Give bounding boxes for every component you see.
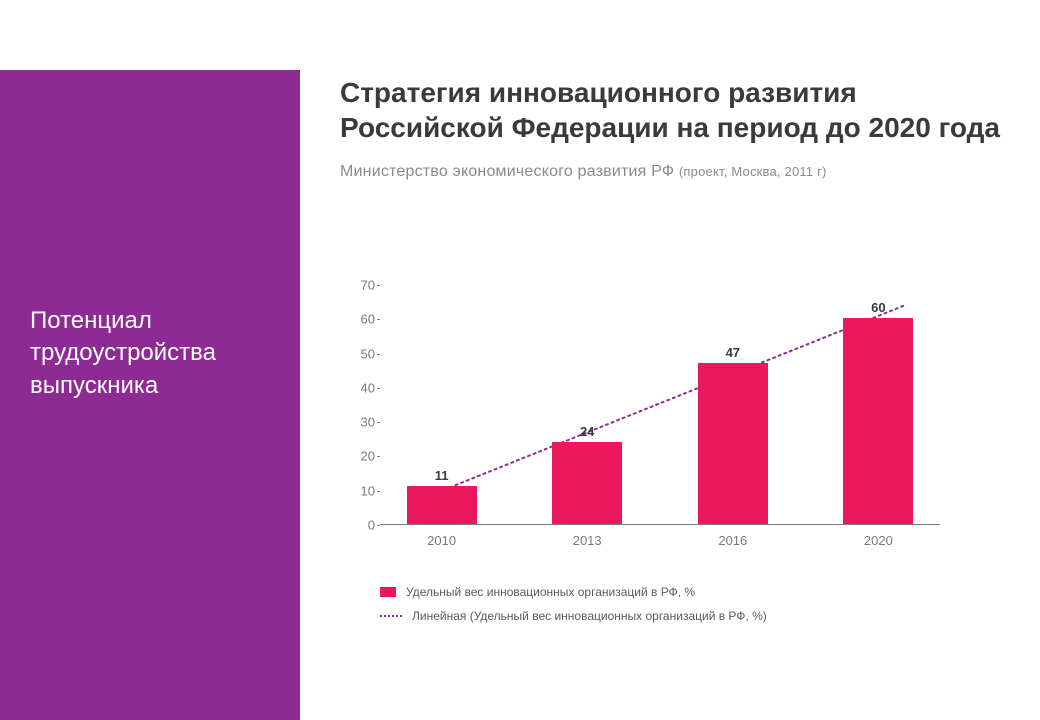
plot-area: 01020304050607011244760 [380,285,940,525]
bar-value-label: 47 [698,345,768,360]
x-tick-label: 2020 [864,533,893,548]
x-tick-label: 2013 [573,533,602,548]
y-tick-label: 40 [350,380,375,395]
chart-bar: 60 [843,318,913,524]
subtitle-note: (проект, Москва, 2011 г) [679,164,827,179]
y-tick-mark [377,319,380,320]
y-tick-mark [377,354,380,355]
chart-legend: Удельный вес инновационных организаций в… [380,585,767,633]
sidebar-heading: Потенциал трудоустройства выпускника [30,305,270,402]
y-tick-mark [377,422,380,423]
legend-series-label: Удельный вес инновационных организаций в… [406,585,695,599]
subtitle-main: Министерство экономического развития РФ [340,163,679,180]
legend-item-trend: Линейная (Удельный вес инновационных орг… [380,609,767,623]
chart-bar: 24 [552,442,622,524]
sidebar-panel: Потенциал трудоустройства выпускника [0,70,300,720]
x-tick-label: 2010 [427,533,456,548]
y-tick-label: 70 [350,278,375,293]
y-tick-label: 50 [350,346,375,361]
x-tick-label: 2016 [718,533,747,548]
y-tick-label: 0 [350,518,375,533]
y-tick-mark [377,456,380,457]
y-tick-mark [377,525,380,526]
legend-item-series: Удельный вес инновационных организаций в… [380,585,767,599]
main-content: Стратегия инновационного развития Россий… [340,75,1000,181]
legend-swatch-icon [380,587,396,597]
page-subtitle: Министерство экономического развития РФ … [340,163,1000,181]
y-tick-label: 30 [350,415,375,430]
legend-line-icon [380,615,402,617]
chart-bar: 11 [407,486,477,524]
bar-chart: 0 10 20 30 40 50 60 70 11 24 47 60 2010 2013 2016 2020 [340,275,970,585]
legend-trend-label: Линейная (Удельный вес инновационных орг… [412,609,767,623]
y-tick-mark [377,285,380,286]
bar-value-label: 11 [407,468,477,483]
bar-value-label: 24 [552,424,622,439]
bar-value-label: 60 [843,300,913,315]
chart-bar: 47 [698,363,768,524]
page-title: Стратегия инновационного развития Россий… [340,75,1000,145]
y-tick-label: 60 [350,312,375,327]
y-tick-mark [377,388,380,389]
y-tick-label: 10 [350,483,375,498]
y-tick-label: 20 [350,449,375,464]
y-tick-mark [377,491,380,492]
